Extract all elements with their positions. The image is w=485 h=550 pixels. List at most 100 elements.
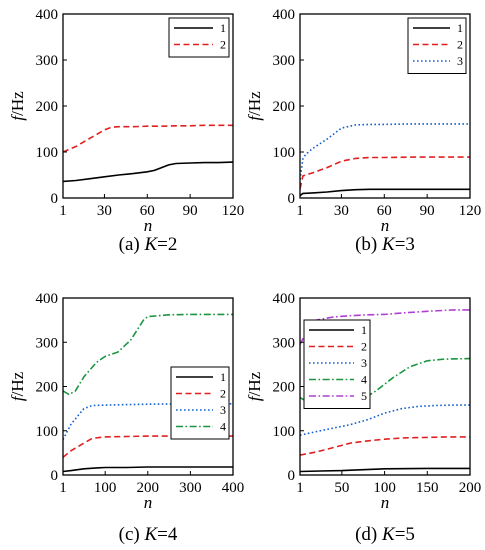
y-axis-unit: /Hz <box>8 91 27 116</box>
x-axis-label: n <box>381 493 390 512</box>
x-tick-label: 1 <box>296 480 304 496</box>
y-tick-label: 400 <box>36 7 59 23</box>
legend-label-5: 5 <box>361 389 367 403</box>
legend-label-2: 2 <box>220 387 226 401</box>
series-2-line <box>63 124 233 153</box>
y-axis-label: f/Hz <box>8 371 27 401</box>
caption-prefix: (d) <box>355 524 382 545</box>
x-tick-label: 1 <box>296 203 304 219</box>
x-tick-label: 200 <box>137 480 160 496</box>
caption-prefix: (c) <box>119 524 145 545</box>
x-tick-label: 60 <box>140 203 155 219</box>
x-tick-label: 1 <box>59 480 67 496</box>
series-3-line <box>300 404 470 436</box>
panel-caption: (b) K=3 <box>355 234 415 255</box>
legend-label-3: 3 <box>220 403 226 417</box>
series-lines <box>300 123 470 197</box>
panel-caption: (d) K=5 <box>355 524 415 545</box>
legend-label-3: 3 <box>457 54 463 68</box>
y-tick-label: 0 <box>288 468 296 484</box>
y-tick-label: 100 <box>273 424 296 440</box>
y-axis-unit: /Hz <box>245 91 264 116</box>
panel-caption: (c) K=4 <box>119 524 178 545</box>
y-tick-label: 100 <box>36 145 59 161</box>
legend-label-4: 4 <box>361 373 367 387</box>
caption-variable: K <box>381 234 396 255</box>
caption-value: =3 <box>395 234 415 255</box>
series-lines <box>63 124 233 183</box>
y-tick-label: 200 <box>273 99 296 115</box>
x-tick-label: 150 <box>416 480 439 496</box>
y-tick-label: 100 <box>273 145 296 161</box>
series-3-line <box>300 123 470 180</box>
x-tick-label: 50 <box>334 480 349 496</box>
y-tick-label: 200 <box>36 99 59 115</box>
y-tick-label: 400 <box>273 291 296 307</box>
y-tick-label: 200 <box>36 380 59 396</box>
legend: 1 2 3 <box>407 17 467 74</box>
y-tick-label: 300 <box>36 335 59 351</box>
x-tick-label: 1 <box>59 203 67 219</box>
caption-prefix: (a) <box>119 234 145 255</box>
caption-variable: K <box>381 524 396 545</box>
x-tick-label: 100 <box>94 480 117 496</box>
y-axis-unit: /Hz <box>8 371 27 396</box>
series-1-line <box>300 188 470 197</box>
legend: 1 2 3 4 <box>170 366 230 440</box>
legend-box <box>168 17 230 58</box>
series-1-line <box>300 467 470 473</box>
series-1-line <box>63 161 233 183</box>
y-axis-label: f/Hz <box>245 91 264 121</box>
y-axis-variable: f <box>245 394 264 401</box>
y-tick-label: 0 <box>51 468 59 484</box>
series-3-line <box>63 402 233 440</box>
legend-label-1: 1 <box>220 370 226 384</box>
legend-label-4: 4 <box>220 420 226 434</box>
y-tick-label: 400 <box>36 291 59 307</box>
x-tick-label: 300 <box>179 480 202 496</box>
x-tick-label: 400 <box>222 480 245 496</box>
y-tick-label: 0 <box>51 191 59 207</box>
y-tick-label: 300 <box>273 335 296 351</box>
x-tick-label: 30 <box>97 203 112 219</box>
legend: 12 <box>168 17 230 58</box>
series-2-line <box>300 436 470 456</box>
y-axis-variable: f <box>8 114 27 121</box>
caption-value: =4 <box>157 524 178 545</box>
y-tick-label: 300 <box>273 53 296 69</box>
x-tick-label: 200 <box>459 480 482 496</box>
panel-b: 0 100 200 300 400 1 30 60 90 120 n f/Hz (b) K=3 1 2 3 <box>245 7 481 255</box>
y-axis-variable: f <box>8 394 27 401</box>
y-axis-variable: f <box>245 114 264 121</box>
legend-label-1: 1 <box>457 21 463 35</box>
panel-c: 0 100 200 300 400 1 100 200 300 400 n f/Hz (c) K=4 1 2… <box>8 291 244 545</box>
legend-label-1: 1 <box>361 323 367 337</box>
x-axis-label: n <box>381 216 390 235</box>
caption-variable: K <box>143 234 158 255</box>
legend-label-2: 2 <box>220 38 226 52</box>
x-tick-label: 90 <box>183 203 198 219</box>
y-tick-label: 0 <box>288 191 296 207</box>
legend-label-2: 2 <box>457 38 463 52</box>
caption-variable: K <box>143 524 158 545</box>
panel-caption: (a) K=2 <box>119 234 178 255</box>
legend-box <box>303 319 371 409</box>
legend-label-2: 2 <box>361 340 367 354</box>
x-axis-label: n <box>144 216 153 235</box>
y-axis-label: f/Hz <box>8 91 27 121</box>
x-axis-label: n <box>144 493 153 512</box>
series-4-line <box>63 313 233 396</box>
y-tick-label: 300 <box>36 53 59 69</box>
y-tick-label: 100 <box>36 424 59 440</box>
x-tick-label: 30 <box>334 203 349 219</box>
series-2-line <box>300 156 470 189</box>
x-tick-label: 100 <box>373 480 396 496</box>
legend-label-3: 3 <box>361 356 367 370</box>
series-1-line <box>63 466 233 473</box>
legend: 1 2 3 4 5 <box>303 319 371 409</box>
x-tick-label: 120 <box>459 203 482 219</box>
legend-label-1: 1 <box>220 21 226 35</box>
